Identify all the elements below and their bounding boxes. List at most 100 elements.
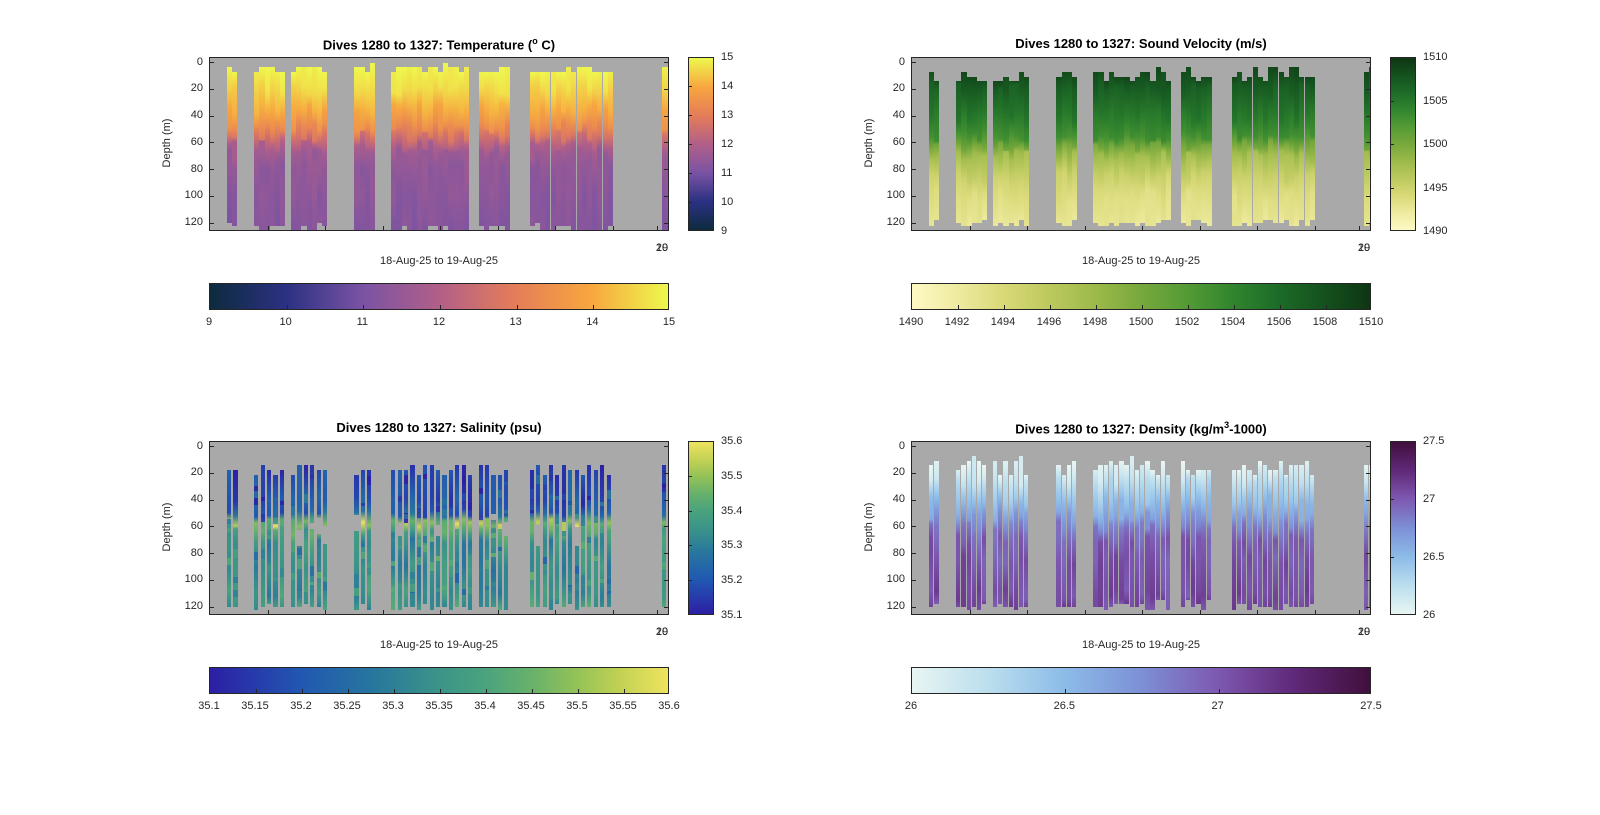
colorbar-tick <box>302 689 303 693</box>
dive-column <box>1155 474 1160 601</box>
dive-column <box>571 71 577 230</box>
dive-column <box>290 71 297 230</box>
speckle <box>410 584 415 592</box>
speckle <box>254 498 259 506</box>
axis-tick <box>664 446 668 447</box>
dive-column <box>1103 81 1109 227</box>
speckle <box>468 587 473 594</box>
dive-column <box>1247 469 1252 611</box>
axis-tick <box>912 62 916 63</box>
speckle <box>310 474 315 479</box>
dive-column <box>1119 76 1125 223</box>
vertical-colorbar-tick-label: 35.4 <box>721 504 743 517</box>
dive-column <box>494 71 500 227</box>
speckle <box>555 496 560 501</box>
speckle <box>455 556 460 563</box>
dive-column <box>992 460 998 607</box>
axis-tick <box>1084 610 1086 614</box>
y-tick-label: 40 <box>892 493 905 505</box>
speckle <box>555 508 560 514</box>
colorbar-tick <box>1004 305 1005 309</box>
colorbar-tick <box>689 510 692 512</box>
horizontal-colorbar-tick-label: 27 <box>1211 700 1224 712</box>
dive-column <box>1231 469 1236 611</box>
dive-column <box>1114 76 1120 227</box>
dive-column <box>1108 460 1114 607</box>
axis-tick <box>969 610 971 614</box>
colorbar-tick <box>689 115 692 116</box>
axis-tick <box>1142 610 1143 614</box>
dive-column <box>661 465 666 607</box>
speckle <box>322 493 328 499</box>
speckle <box>316 572 321 578</box>
dive-column <box>1024 474 1029 607</box>
data-hole <box>397 522 403 536</box>
horizontal-colorbar <box>911 283 1371 310</box>
speckle <box>661 483 666 489</box>
dive-column <box>1309 474 1314 604</box>
axis-tick <box>912 222 916 224</box>
speckle <box>233 549 238 559</box>
axis-tick <box>1366 472 1370 474</box>
axis-tick <box>1257 610 1258 614</box>
speckle <box>497 489 503 499</box>
x-overlap-tick-label: 20 <box>1357 626 1371 638</box>
dive-column <box>260 465 265 607</box>
speckle <box>260 549 265 559</box>
speckle <box>227 519 232 528</box>
speckle <box>273 518 278 524</box>
speckle <box>290 544 296 553</box>
axis-tick <box>1366 222 1370 224</box>
dive-column <box>417 67 423 230</box>
speckle <box>260 497 265 502</box>
colorbar-tick <box>1218 689 1220 693</box>
axis-tick <box>210 606 214 608</box>
dive-column <box>1066 465 1072 607</box>
dive-column <box>555 71 561 227</box>
speckle <box>316 547 321 552</box>
dive-column <box>1304 76 1310 227</box>
dive-column <box>316 469 321 607</box>
axis-tick <box>1366 62 1370 63</box>
horizontal-colorbar-tick-label: 1504 <box>1220 316 1246 328</box>
speckle <box>568 500 573 506</box>
speckle <box>354 588 359 597</box>
speckle <box>303 545 308 550</box>
dive-column <box>540 71 546 230</box>
axis-tick <box>1314 226 1316 230</box>
axis-tick <box>969 226 971 230</box>
axis-tick <box>267 226 269 230</box>
horizontal-colorbar <box>209 283 669 310</box>
dive-column <box>934 460 939 604</box>
x-axis-label: 18-Aug-25 to 19-Aug-25 <box>1081 639 1201 651</box>
colorbar-tick <box>394 689 395 693</box>
speckle <box>561 521 566 532</box>
dive-column <box>254 474 259 611</box>
dive-column <box>227 67 233 223</box>
dive-column <box>316 67 323 223</box>
axis-tick <box>440 610 441 614</box>
dive-column <box>1309 76 1315 220</box>
horizontal-colorbar <box>209 667 669 694</box>
dive-column <box>956 81 962 223</box>
dive-column <box>976 460 982 611</box>
speckle <box>448 576 454 584</box>
dive-column <box>1140 465 1145 604</box>
dive-column <box>961 71 967 227</box>
dive-column <box>934 81 940 220</box>
dive-column <box>448 67 454 230</box>
axis-tick <box>1366 526 1370 528</box>
plot-area <box>209 57 669 231</box>
colorbar-tick <box>689 202 692 203</box>
axis-tick <box>912 606 916 608</box>
dive-column <box>1134 76 1141 227</box>
dive-column <box>1191 76 1197 220</box>
speckle <box>279 521 284 527</box>
dive-column <box>1278 460 1283 611</box>
axis-tick <box>664 472 668 474</box>
dive-column <box>576 67 582 230</box>
axis-tick <box>210 553 214 554</box>
axis-tick <box>664 62 668 63</box>
dive-column <box>606 474 611 607</box>
dive-column <box>529 71 535 227</box>
